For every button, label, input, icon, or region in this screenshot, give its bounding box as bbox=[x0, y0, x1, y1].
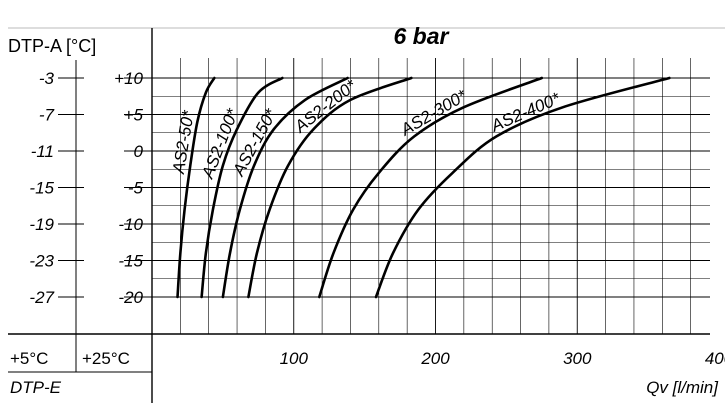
y-tick-a-label: -15 bbox=[29, 179, 54, 198]
y-tick-b-label: -5 bbox=[128, 179, 144, 198]
series-line bbox=[176, 76, 216, 299]
y-tick-b-label: +5 bbox=[124, 106, 144, 125]
series-layer bbox=[176, 76, 671, 299]
y-tick-a-label: -7 bbox=[39, 106, 55, 125]
x-tick-label: 300 bbox=[563, 349, 592, 368]
chart-title: 6 bar bbox=[394, 23, 450, 49]
y-tick-b-label: -15 bbox=[118, 252, 143, 271]
x-axis-label: Qv [l/min] bbox=[646, 378, 719, 397]
series-line bbox=[317, 76, 544, 299]
series-line bbox=[200, 76, 284, 299]
y-tick-a-label: -3 bbox=[39, 69, 55, 88]
x-tick-label: 400 bbox=[705, 349, 725, 368]
series-line bbox=[221, 76, 349, 299]
corner-label-c: DTP-E bbox=[10, 378, 62, 397]
series-line bbox=[247, 76, 413, 299]
series-label: AS2-300* bbox=[397, 85, 471, 139]
y-tick-b-label: -20 bbox=[118, 288, 143, 307]
axes bbox=[8, 27, 725, 403]
y-tick-b-label: +10 bbox=[114, 69, 143, 88]
corner-label-b: +25°C bbox=[82, 349, 130, 368]
grid bbox=[152, 58, 710, 334]
y-tick-a-label: -11 bbox=[31, 142, 54, 161]
y-tick-a-label: -27 bbox=[29, 288, 54, 307]
left-axis-header: DTP-A [°C] bbox=[8, 36, 96, 56]
y-tick-a-label: -19 bbox=[29, 215, 54, 234]
y-tick-a-label: -23 bbox=[29, 252, 54, 271]
y-tick-b-label: -10 bbox=[118, 215, 143, 234]
y-tick-b-label: 0 bbox=[134, 142, 144, 161]
labels-layer: -3 -7 -11 -15 -19 -23 -27 +10 +5 0 -5 -10 -15 -20 100 2… bbox=[29, 69, 725, 368]
series-line bbox=[374, 76, 671, 299]
x-tick-label: 100 bbox=[280, 349, 309, 368]
corner-label-a: +5°C bbox=[10, 349, 48, 368]
x-tick-label: 200 bbox=[420, 349, 450, 368]
